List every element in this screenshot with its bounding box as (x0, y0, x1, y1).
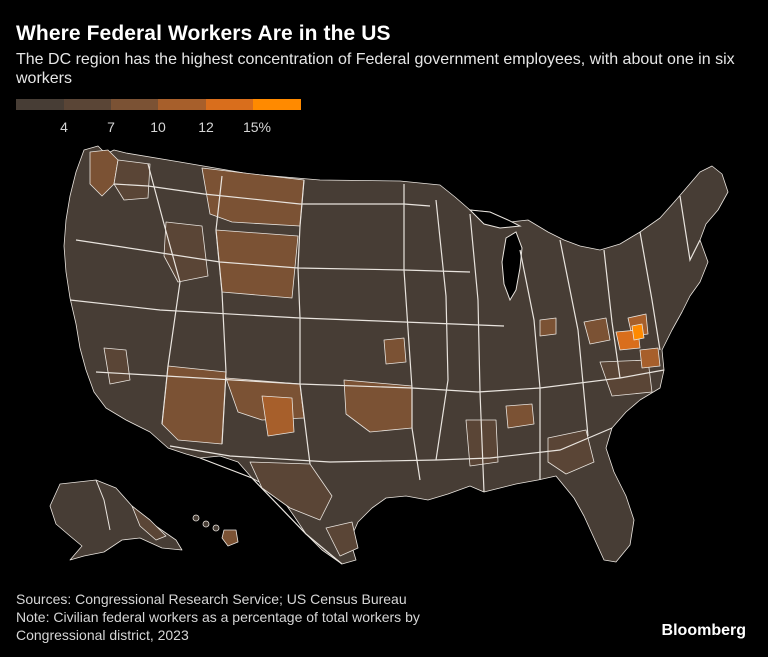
region-carolina (599, 359, 653, 397)
region-virginia-beach (639, 347, 661, 369)
legend-swatch-4 (158, 99, 206, 110)
region-tennessee (505, 403, 535, 429)
region-texas-west (249, 461, 333, 521)
region-virginia-north (615, 329, 641, 351)
legend-label-10: 10 (150, 119, 166, 135)
state-boundaries (69, 163, 701, 565)
legend-label-7: 7 (107, 119, 115, 135)
region-new-mexico (161, 365, 227, 445)
region-oklahoma (343, 379, 413, 433)
legend-label-12: 12 (198, 119, 214, 135)
alaska-boundary (95, 479, 111, 531)
color-legend: 4 7 10 12 15% (16, 99, 306, 139)
region-arizona (103, 347, 131, 385)
region-dc (631, 323, 645, 341)
region-montana (201, 167, 305, 227)
legend-swatch-2 (64, 99, 111, 110)
region-ohio-dayton (539, 317, 557, 337)
alaska (49, 479, 183, 561)
bloomberg-logo: Bloomberg (661, 622, 746, 639)
region-colorado-inner (261, 395, 295, 437)
region-maryland (627, 313, 649, 337)
chart-subtitle: The DC region has the highest concentrat… (16, 51, 735, 87)
region-alabama (465, 419, 499, 467)
region-washington-west (89, 149, 119, 197)
lake-michigan (501, 231, 523, 302)
region-idaho (163, 221, 209, 283)
sources-note: Sources: Congressional Research Service;… (16, 591, 407, 607)
methodology-note-line-2: Congressional district, 2023 (16, 627, 189, 643)
region-washington-east (113, 159, 151, 201)
legend-swatch-1 (16, 99, 64, 110)
region-georgia (547, 429, 595, 475)
methodology-note-line-1: Note: Civilian federal workers as a perc… (16, 609, 420, 625)
legend-label-15: 15% (242, 119, 272, 135)
region-texas-east (325, 521, 359, 557)
chart-footer: Sources: Congressional Research Service;… (16, 590, 420, 644)
hawaii (192, 514, 239, 547)
legend-swatch-5 (206, 99, 253, 110)
alaska-southeast (131, 505, 167, 541)
legend-swatch-6 (253, 99, 301, 110)
region-colorado-springs (225, 377, 305, 421)
region-south-dakota-rapid-city (383, 337, 407, 365)
contiguous-us (63, 145, 729, 565)
lake-superior (468, 209, 522, 229)
legend-label-4: 4 (60, 119, 68, 135)
region-wyoming (215, 229, 299, 299)
chart-title: Where Federal Workers Are in the US (16, 22, 391, 45)
region-west-virginia (583, 317, 611, 345)
legend-swatch-3 (111, 99, 158, 110)
